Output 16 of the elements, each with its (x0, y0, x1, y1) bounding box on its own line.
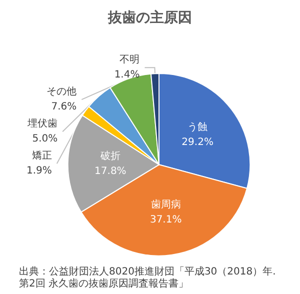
slice-label: 埋伏歯 (26, 118, 58, 130)
slice-label: 矯正 (32, 150, 52, 162)
chart-title: 抜歯の主原因 (107, 9, 192, 26)
slice-label: その他 (46, 86, 77, 98)
source-note: 出典：公益財団法人8020推進財団「平成30（2018）年.第2回 永久歯の抜歯原因調査報告書」 (19, 266, 276, 290)
slice-label: う蝕 (188, 121, 208, 134)
data-label: 17.8% (94, 166, 126, 178)
slice-label: 不明 (120, 54, 140, 66)
data-label: 1.9% (26, 166, 52, 177)
data-label: 37.1% (150, 214, 182, 226)
slice-label: 歯周病 (150, 198, 181, 211)
slice-label: 破折 (99, 150, 120, 162)
data-label: 7.6% (51, 102, 77, 113)
data-label: 5.0% (32, 134, 58, 145)
data-label: 29.2% (182, 137, 214, 148)
data-label: 1.4% (114, 70, 140, 81)
